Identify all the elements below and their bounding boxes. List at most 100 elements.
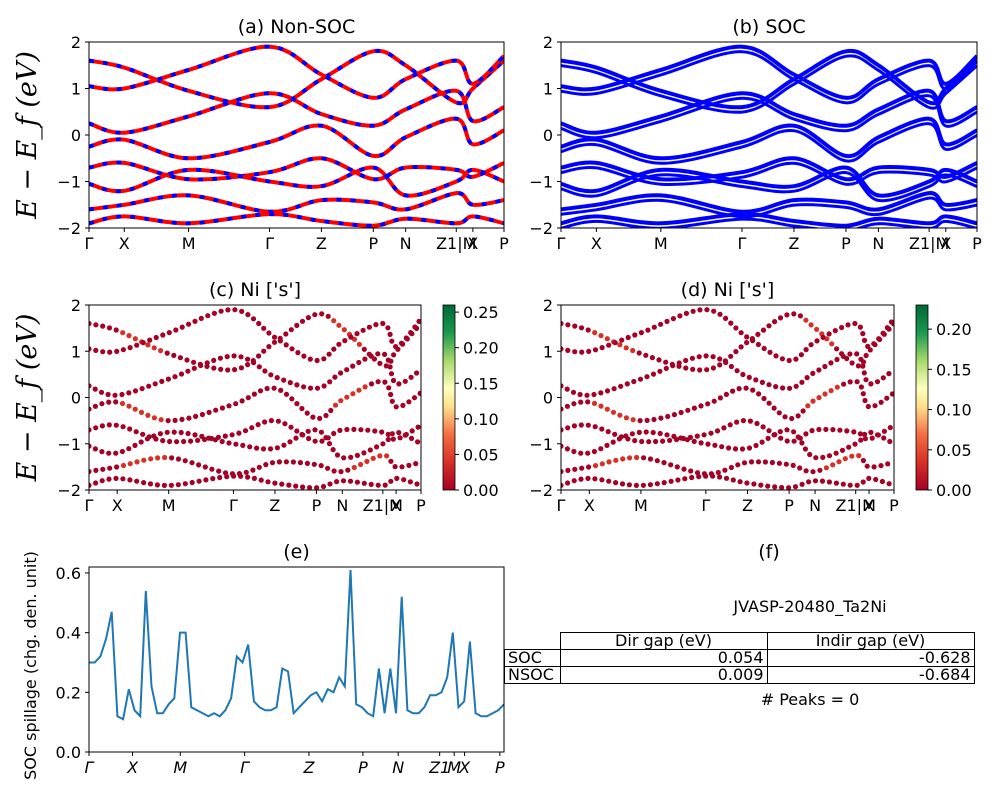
band-point xyxy=(89,443,92,449)
band-point xyxy=(826,479,833,485)
band-point xyxy=(874,432,881,438)
band-point xyxy=(402,432,408,438)
band-point xyxy=(862,436,869,442)
x-tick-label: M xyxy=(182,234,196,253)
band-point xyxy=(728,464,735,471)
y-axis-label: E − E_f (eV) xyxy=(12,51,43,220)
band-point xyxy=(205,313,211,319)
band-point xyxy=(592,476,598,482)
band-point xyxy=(100,466,106,472)
band-point xyxy=(258,477,264,483)
band-point xyxy=(691,405,698,411)
gap-table-wrapper: Dir gap (eV) Indir gap (eV) SOC 0.054 -0… xyxy=(504,632,975,684)
band-point xyxy=(855,363,862,369)
band-point xyxy=(869,435,875,441)
band-point xyxy=(847,379,853,385)
x-tick-label: Z1|M xyxy=(363,496,403,515)
band-point xyxy=(657,368,663,374)
band-point xyxy=(881,435,887,441)
band-point xyxy=(107,465,113,471)
band-point xyxy=(649,355,656,361)
band-point xyxy=(886,371,892,377)
band-point xyxy=(571,448,577,455)
band-point xyxy=(408,374,414,380)
indir-gap-header: Indir gap (eV) xyxy=(766,632,975,650)
y-tick-label: 1 xyxy=(543,342,553,361)
band-point xyxy=(294,428,300,434)
band-point xyxy=(651,416,657,423)
band-point xyxy=(814,326,820,332)
band-point xyxy=(212,437,218,443)
band-point xyxy=(318,429,324,435)
band-point xyxy=(106,325,113,331)
band-point xyxy=(761,345,767,352)
band-point xyxy=(120,330,126,336)
band-point xyxy=(256,464,262,470)
band-point xyxy=(332,402,339,408)
band-point xyxy=(750,338,756,344)
band-point xyxy=(334,452,341,458)
band-point xyxy=(623,415,630,421)
band-point xyxy=(746,445,753,451)
band-point xyxy=(885,461,891,467)
band-point xyxy=(872,403,878,409)
band-point xyxy=(820,334,826,340)
y-tick-label: −1 xyxy=(57,435,81,454)
band-point xyxy=(784,438,790,444)
band-point xyxy=(685,407,691,413)
band-point xyxy=(100,349,106,355)
band-point xyxy=(312,427,318,433)
band-point xyxy=(204,360,210,366)
band-point xyxy=(806,479,812,485)
band-point xyxy=(606,342,612,348)
band-point xyxy=(750,387,756,393)
x-tick-label: M xyxy=(447,758,461,777)
band-point xyxy=(311,461,317,467)
band-point xyxy=(89,406,92,412)
band-point xyxy=(789,415,795,422)
band-line xyxy=(89,88,504,135)
band-point xyxy=(861,370,867,376)
band-point xyxy=(336,322,342,328)
band-point xyxy=(705,441,711,447)
x-tick-label: Z xyxy=(788,234,799,253)
band-point xyxy=(226,403,232,409)
band-point xyxy=(598,390,604,396)
band-point xyxy=(777,429,783,435)
band-point xyxy=(691,438,697,444)
band-point xyxy=(766,382,772,388)
band-point xyxy=(817,467,823,473)
band-point xyxy=(393,404,399,410)
band-point xyxy=(823,426,829,432)
band-point xyxy=(408,330,414,336)
band-point xyxy=(203,477,209,483)
band-point xyxy=(833,480,840,486)
band-point xyxy=(675,477,681,483)
band-point xyxy=(761,395,767,402)
band-point xyxy=(312,312,318,318)
y-tick-label: 1 xyxy=(71,80,81,99)
band-point xyxy=(338,370,344,376)
band-point xyxy=(299,318,306,324)
band-point xyxy=(141,457,147,463)
band-point xyxy=(613,480,619,486)
band-point xyxy=(650,371,657,377)
band-point xyxy=(676,360,682,366)
band-point xyxy=(759,439,765,445)
band-point xyxy=(198,362,204,369)
gap-table: Dir gap (eV) Indir gap (eV) SOC 0.054 -0… xyxy=(504,632,975,684)
x-tick-label: Z xyxy=(742,496,753,515)
band-point xyxy=(637,376,644,382)
band-point xyxy=(736,386,742,392)
band-point xyxy=(755,459,762,465)
band-point xyxy=(326,351,332,357)
band-point xyxy=(623,433,629,439)
band-point xyxy=(348,454,354,460)
x-tick-label: N xyxy=(872,234,884,253)
band-point xyxy=(307,485,313,490)
band-point xyxy=(348,334,354,340)
band-point xyxy=(638,330,645,336)
band-point xyxy=(256,353,262,359)
band-point xyxy=(283,459,289,465)
